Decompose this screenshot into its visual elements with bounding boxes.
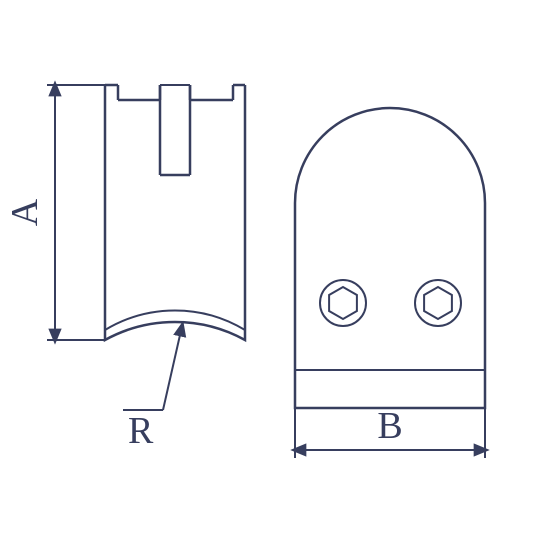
dim-label-b: B [377, 405, 402, 447]
dim-label-r: R [128, 410, 154, 452]
dim-label-a: A [4, 198, 46, 226]
